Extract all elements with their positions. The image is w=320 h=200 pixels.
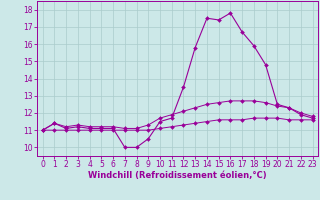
X-axis label: Windchill (Refroidissement éolien,°C): Windchill (Refroidissement éolien,°C) [88,171,267,180]
